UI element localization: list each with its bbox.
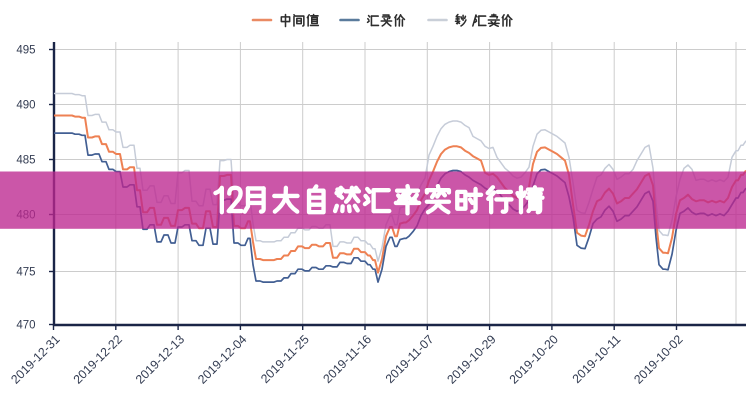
svg-text:485: 485 (16, 155, 35, 167)
svg-text:470: 470 (16, 320, 35, 332)
svg-text:490: 490 (16, 100, 35, 112)
svg-text:475: 475 (16, 267, 35, 279)
svg-text:495: 495 (16, 45, 35, 57)
